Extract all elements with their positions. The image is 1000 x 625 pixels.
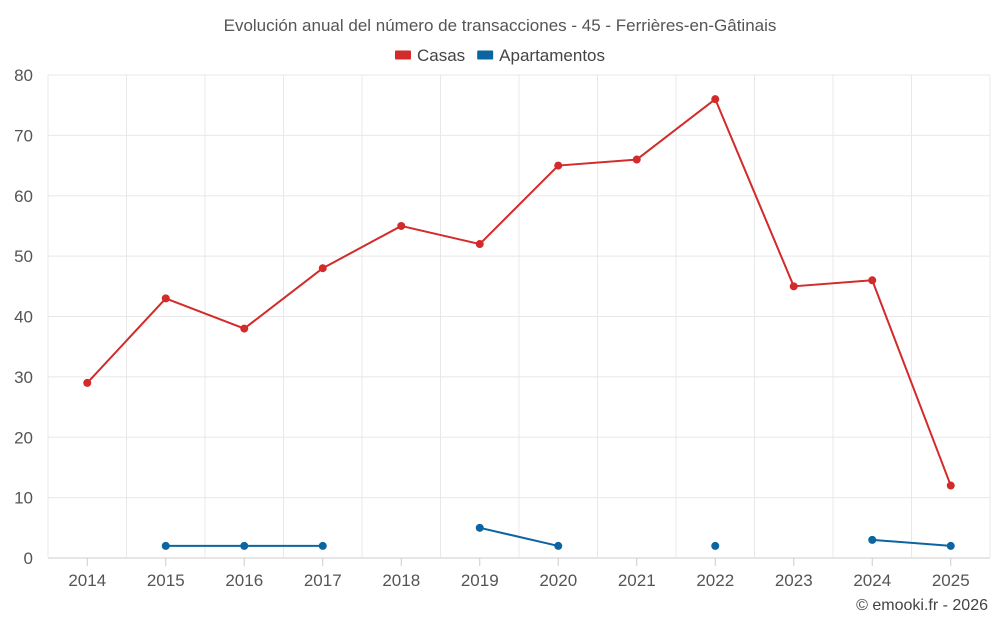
- series-casas: [83, 95, 955, 490]
- x-tick-label: 2016: [225, 571, 263, 590]
- data-point: [240, 541, 249, 550]
- series-line: [872, 538, 951, 547]
- y-tick-label: 70: [14, 126, 33, 145]
- legend-swatch: [477, 50, 494, 60]
- y-tick-label: 40: [14, 308, 33, 327]
- legend: Casas Apartamentos: [394, 46, 605, 65]
- x-tick-label: 2025: [932, 571, 970, 590]
- x-tick-label: 2020: [539, 571, 577, 590]
- data-point: [161, 541, 170, 550]
- legend-label: Casas: [417, 46, 465, 65]
- x-tick-label: 2015: [147, 571, 185, 590]
- gridlines: [47, 74, 991, 559]
- data-point: [632, 155, 641, 164]
- legend-label: Apartamentos: [499, 46, 605, 65]
- x-axis: 2014 2015 2016 2017 2018 2019 2020 2021 2022 2023…: [68, 558, 970, 590]
- legend-item-apartamentos: Apartamentos: [477, 46, 605, 65]
- y-tick-label: 20: [14, 428, 33, 447]
- data-point: [554, 541, 563, 550]
- data-point: [83, 378, 92, 387]
- x-tick-label: 2017: [304, 571, 342, 590]
- data-point: [318, 264, 327, 273]
- series-line: [86, 98, 952, 486]
- x-tick-label: 2014: [68, 571, 106, 590]
- y-tick-label: 0: [24, 549, 33, 568]
- x-tick-label: 2024: [853, 571, 891, 590]
- x-tick-label: 2022: [696, 571, 734, 590]
- data-point: [789, 282, 798, 291]
- data-point: [711, 95, 720, 104]
- data-point: [240, 324, 249, 333]
- y-tick-label: 10: [14, 489, 33, 508]
- x-tick-label: 2018: [382, 571, 420, 590]
- x-tick-label: 2023: [775, 571, 813, 590]
- data-point: [946, 481, 955, 490]
- legend-item-casas: Casas: [394, 46, 465, 65]
- chart-title: Evolución anual del número de transaccio…: [224, 16, 777, 35]
- y-tick-label: 60: [14, 187, 33, 206]
- data-point: [161, 294, 170, 303]
- data-point: [554, 161, 563, 170]
- series-layer: [83, 95, 955, 550]
- data-point: [397, 221, 406, 230]
- data-point: [946, 541, 955, 550]
- credit-text: © emooki.fr - 2026: [856, 597, 988, 614]
- y-tick-label: 30: [14, 368, 33, 387]
- series-line: [479, 526, 559, 547]
- data-point: [868, 535, 877, 544]
- series-apartamentos: [161, 523, 955, 550]
- y-tick-label: 50: [14, 247, 33, 266]
- x-tick-label: 2021: [618, 571, 656, 590]
- data-point: [868, 276, 877, 285]
- data-point: [711, 541, 720, 550]
- data-point: [318, 541, 327, 550]
- data-point: [475, 240, 484, 249]
- y-axis: 0 10 20 30 40 50 60 70 80: [14, 66, 33, 568]
- x-tick-label: 2019: [461, 571, 499, 590]
- legend-swatch: [394, 50, 411, 60]
- y-tick-label: 80: [14, 66, 33, 85]
- data-point: [475, 523, 484, 532]
